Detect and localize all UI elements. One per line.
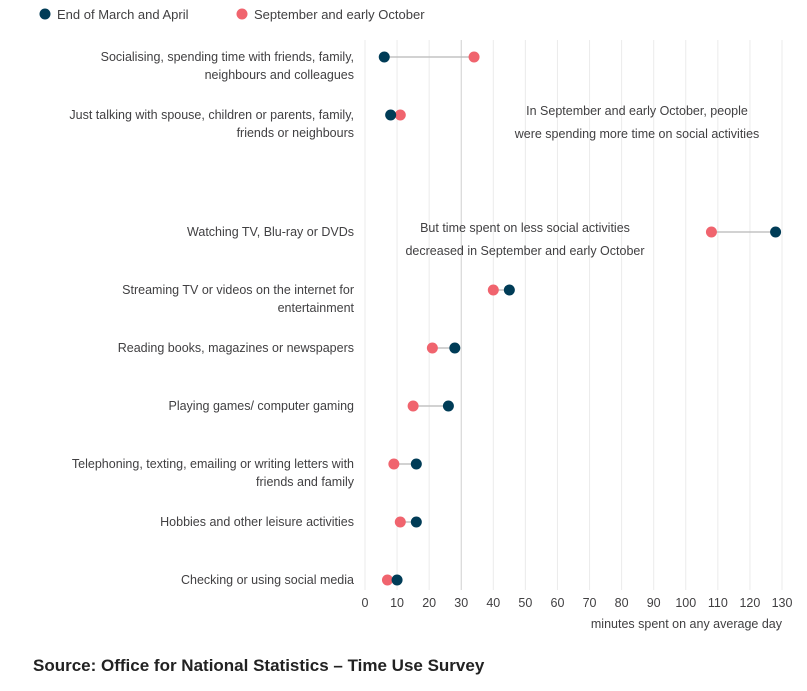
annotation-1-line-1: In September and early October, people xyxy=(526,104,748,118)
x-tick-label-50: 50 xyxy=(518,596,532,610)
category-label-5-line-1: Reading books, magazines or newspapers xyxy=(118,341,354,355)
category-label-6-line-1: Playing games/ computer gaming xyxy=(168,399,354,413)
point-march-april-6 xyxy=(442,400,454,412)
point-march-april-7 xyxy=(410,458,422,470)
point-march-april-1 xyxy=(378,51,390,63)
point-march-april-4 xyxy=(503,284,515,296)
point-march-april-9 xyxy=(391,574,403,586)
category-label-1-line-2: neighbours and colleagues xyxy=(205,68,354,82)
x-tick-label-80: 80 xyxy=(615,596,629,610)
x-tick-label-110: 110 xyxy=(708,596,728,610)
point-sept-oct-4 xyxy=(487,284,499,296)
x-tick-label-0: 0 xyxy=(362,596,369,610)
point-sept-oct-1 xyxy=(468,51,480,63)
category-label-1-line-1: Socialising, spending time with friends,… xyxy=(101,50,354,64)
gridlines xyxy=(364,40,783,590)
x-tick-label-100: 100 xyxy=(675,596,696,610)
point-sept-oct-7 xyxy=(388,458,400,470)
category-label-7-line-2: friends and family xyxy=(256,475,355,489)
point-march-april-5 xyxy=(449,342,461,354)
point-march-april-2 xyxy=(385,109,397,121)
legend-entry-1: End of March and April xyxy=(39,7,189,22)
category-label-2-line-1: Just talking with spouse, children or pa… xyxy=(69,108,354,122)
x-tick-label-60: 60 xyxy=(551,596,565,610)
x-axis-title: minutes spent on any average day xyxy=(591,617,783,631)
legend-marker-1 xyxy=(39,8,51,20)
legend-label-2: September and early October xyxy=(254,7,425,22)
annotation-2-line-2: decreased in September and early October xyxy=(405,244,644,258)
point-march-april-8 xyxy=(410,516,422,528)
point-sept-oct-8 xyxy=(394,516,406,528)
category-label-9-line-1: Checking or using social media xyxy=(181,573,354,587)
x-tick-label-70: 70 xyxy=(583,596,597,610)
category-label-4-line-2: entertainment xyxy=(278,301,355,315)
point-sept-oct-5 xyxy=(426,342,438,354)
x-tick-label-10: 10 xyxy=(390,596,404,610)
category-labels: Socialising, spending time with friends,… xyxy=(69,50,354,587)
annotation-2-line-1: But time spent on less social activities xyxy=(420,221,630,235)
annotations: In September and early October, people we… xyxy=(405,104,759,258)
data-points xyxy=(378,51,782,586)
legend-entry-2: September and early October xyxy=(236,7,425,22)
category-label-4-line-1: Streaming TV or videos on the internet f… xyxy=(122,283,354,297)
point-march-april-3 xyxy=(770,226,782,238)
category-label-3-line-1: Watching TV, Blu-ray or DVDs xyxy=(187,225,354,239)
category-label-8-line-1: Hobbies and other leisure activities xyxy=(160,515,354,529)
x-axis-ticks: 0 10 20 30 40 50 60 70 80 90 100 110 120 130 xyxy=(362,596,793,610)
annotation-1-line-2: were spending more time on social activi… xyxy=(514,127,760,141)
point-sept-oct-3 xyxy=(705,226,717,238)
legend-label-1: End of March and April xyxy=(57,7,189,22)
x-tick-label-30: 30 xyxy=(454,596,468,610)
category-label-2-line-2: friends or neighbours xyxy=(237,126,354,140)
source-note: Source: Office for National Statistics –… xyxy=(33,656,485,675)
x-tick-label-20: 20 xyxy=(422,596,436,610)
point-sept-oct-2 xyxy=(394,109,406,121)
x-tick-label-90: 90 xyxy=(647,596,661,610)
x-tick-label-130: 130 xyxy=(772,596,793,610)
category-label-7-line-1: Telephoning, texting, emailing or writin… xyxy=(72,457,354,471)
point-sept-oct-9 xyxy=(381,574,393,586)
x-tick-label-120: 120 xyxy=(739,596,760,610)
x-tick-label-40: 40 xyxy=(486,596,500,610)
point-sept-oct-6 xyxy=(407,400,419,412)
legend-marker-2 xyxy=(236,8,248,20)
legend: End of March and April September and earl… xyxy=(39,7,425,22)
